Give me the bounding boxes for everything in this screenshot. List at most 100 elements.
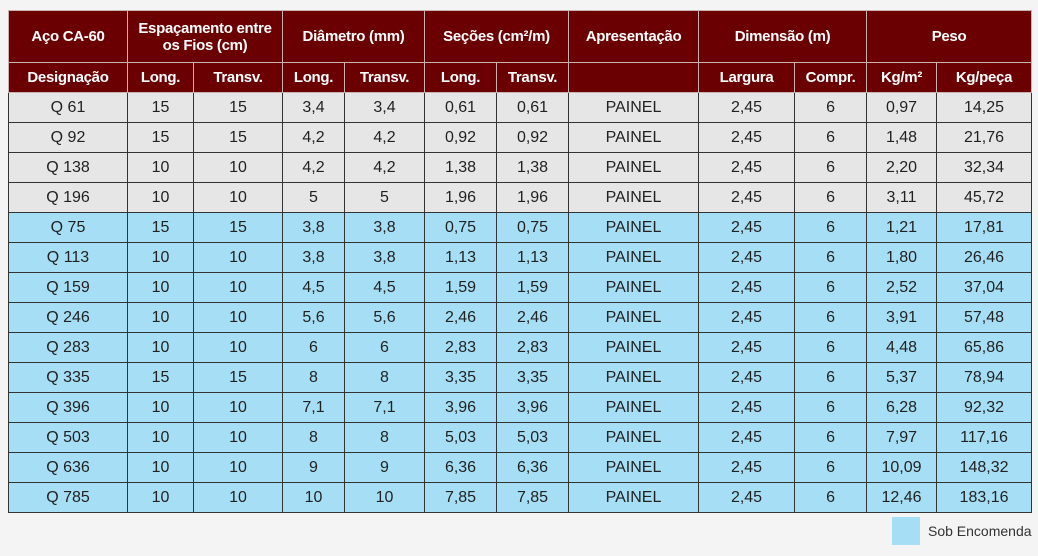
table-cell: 6 <box>794 302 868 333</box>
table-cell: PAINEL <box>568 242 700 273</box>
table-cell: 15 <box>193 122 283 153</box>
table-cell: 3,11 <box>866 182 938 213</box>
table-cell: 10,09 <box>866 452 938 483</box>
subheader: Kg/peça <box>936 62 1033 93</box>
table-cell: 15 <box>193 362 283 393</box>
table-cell: 4,2 <box>282 152 345 183</box>
table-cell: 5,6 <box>282 302 345 333</box>
table-cell: 6 <box>794 92 868 123</box>
table-cell: 1,59 <box>424 272 498 303</box>
table-cell: 0,92 <box>424 122 498 153</box>
header-dimension: Dimensão (m) <box>698 10 868 63</box>
table-cell: 2,45 <box>698 392 796 423</box>
table-cell: 6 <box>794 482 868 513</box>
table-cell: 3,8 <box>343 242 426 273</box>
table-cell: 10 <box>193 242 283 273</box>
table-cell: 7,1 <box>343 392 426 423</box>
table-cell: 10 <box>193 482 283 513</box>
table-row: Q 113 10 10 3,8 3,8 1,13 1,13 PAINEL 2,45 6 1,80 26… <box>8 242 1033 273</box>
table-cell: 3,96 <box>496 392 570 423</box>
subheader: Transv. <box>343 62 426 93</box>
table-cell: 1,21 <box>866 212 938 243</box>
table-cell: 3,8 <box>343 212 426 243</box>
table-cell: Q 785 <box>8 482 128 513</box>
table-cell: 10 <box>127 272 194 303</box>
table-cell: 8 <box>343 422 426 453</box>
table-cell: PAINEL <box>568 182 700 213</box>
table-cell: 2,83 <box>424 332 498 363</box>
table-cell: 0,97 <box>866 92 938 123</box>
table-cell: 15 <box>193 92 283 123</box>
table-cell: Q 75 <box>8 212 128 243</box>
table-cell: PAINEL <box>568 452 700 483</box>
table-cell: 6 <box>794 392 868 423</box>
table-cell: 2,45 <box>698 482 796 513</box>
header-spacing: Espaçamento entre os Fios (cm) <box>127 10 283 63</box>
table-cell: 3,96 <box>424 392 498 423</box>
table-cell: 2,45 <box>698 182 796 213</box>
table-cell: 2,45 <box>698 422 796 453</box>
table-cell: 6,36 <box>496 452 570 483</box>
table-cell: 32,34 <box>936 152 1033 183</box>
table-cell: 1,96 <box>424 182 498 213</box>
table-cell: 148,32 <box>936 452 1033 483</box>
table-cell: 117,16 <box>936 422 1033 453</box>
table-row: Q 138 10 10 4,2 4,2 1,38 1,38 PAINEL 2,45 6 2,20 32… <box>8 152 1033 183</box>
header-diameter: Diâmetro (mm) <box>281 10 426 63</box>
table-cell: 8 <box>282 422 345 453</box>
table-cell: 10 <box>193 302 283 333</box>
table-cell: 6 <box>794 362 868 393</box>
table-cell: 6 <box>794 212 868 243</box>
table-row: Q 503 10 10 8 8 5,03 5,03 PAINEL 2,45 6 7,97 117,16 <box>8 422 1033 453</box>
table-cell: 6 <box>794 182 868 213</box>
table-row: Q 335 15 15 8 8 3,35 3,35 PAINEL 2,45 6 5,37 78,94 <box>8 362 1033 393</box>
legend-label: Sob Encomenda <box>928 523 1032 539</box>
subheader: Long. <box>424 62 498 93</box>
table-cell: 6,28 <box>866 392 938 423</box>
table-cell: 6 <box>794 452 868 483</box>
table-cell: 2,45 <box>698 452 796 483</box>
table-cell: 4,5 <box>343 272 426 303</box>
table-cell: Q 138 <box>8 152 128 183</box>
table-cell: 2,45 <box>698 272 796 303</box>
table-cell: 7,85 <box>424 482 498 513</box>
table-cell: 2,45 <box>698 332 796 363</box>
table-cell: 0,61 <box>424 92 498 123</box>
subheader: Largura <box>698 62 796 93</box>
table-cell: 1,13 <box>424 242 498 273</box>
table-cell: 10 <box>193 152 283 183</box>
table-cell: 2,45 <box>698 92 796 123</box>
table-cell: PAINEL <box>568 272 700 303</box>
table-cell: 2,46 <box>496 302 570 333</box>
table-cell: 2,83 <box>496 332 570 363</box>
table-cell: 1,38 <box>496 152 570 183</box>
subheader: Designação <box>8 62 128 93</box>
table-cell: PAINEL <box>568 122 700 153</box>
table-cell: PAINEL <box>568 212 700 243</box>
subheader: Transv. <box>496 62 570 93</box>
table-row: Q 636 10 10 9 9 6,36 6,36 PAINEL 2,45 6 10,09 148,3… <box>8 452 1033 483</box>
table-cell: 8 <box>282 362 345 393</box>
table-cell: 3,35 <box>496 362 570 393</box>
table-cell: 3,8 <box>282 242 345 273</box>
table-cell: 3,91 <box>866 302 938 333</box>
table-cell: 10 <box>282 482 345 513</box>
table-cell: 15 <box>127 92 194 123</box>
table-cell: 10 <box>193 452 283 483</box>
table-cell: 2,45 <box>698 362 796 393</box>
table-cell: 2,45 <box>698 242 796 273</box>
table-cell: 0,92 <box>496 122 570 153</box>
table-cell: 6 <box>794 152 868 183</box>
table-cell: 10 <box>127 302 194 333</box>
table-row: Q 283 10 10 6 6 2,83 2,83 PAINEL 2,45 6 4,48 65,86 <box>8 332 1033 363</box>
table-cell: 5,03 <box>424 422 498 453</box>
table-cell: 10 <box>193 272 283 303</box>
table-cell: 1,48 <box>866 122 938 153</box>
table-row: Q 396 10 10 7,1 7,1 3,96 3,96 PAINEL 2,45 6 6,28 92… <box>8 392 1033 423</box>
table-row: Q 159 10 10 4,5 4,5 1,59 1,59 PAINEL 2,45 6 2,52 37… <box>8 272 1033 303</box>
header-presentation: Apresentação <box>568 10 700 63</box>
table-cell: Q 159 <box>8 272 128 303</box>
table-cell: 10 <box>127 332 194 363</box>
legend: Sob Encomenda <box>892 517 1032 545</box>
table-cell: 183,16 <box>936 482 1033 513</box>
